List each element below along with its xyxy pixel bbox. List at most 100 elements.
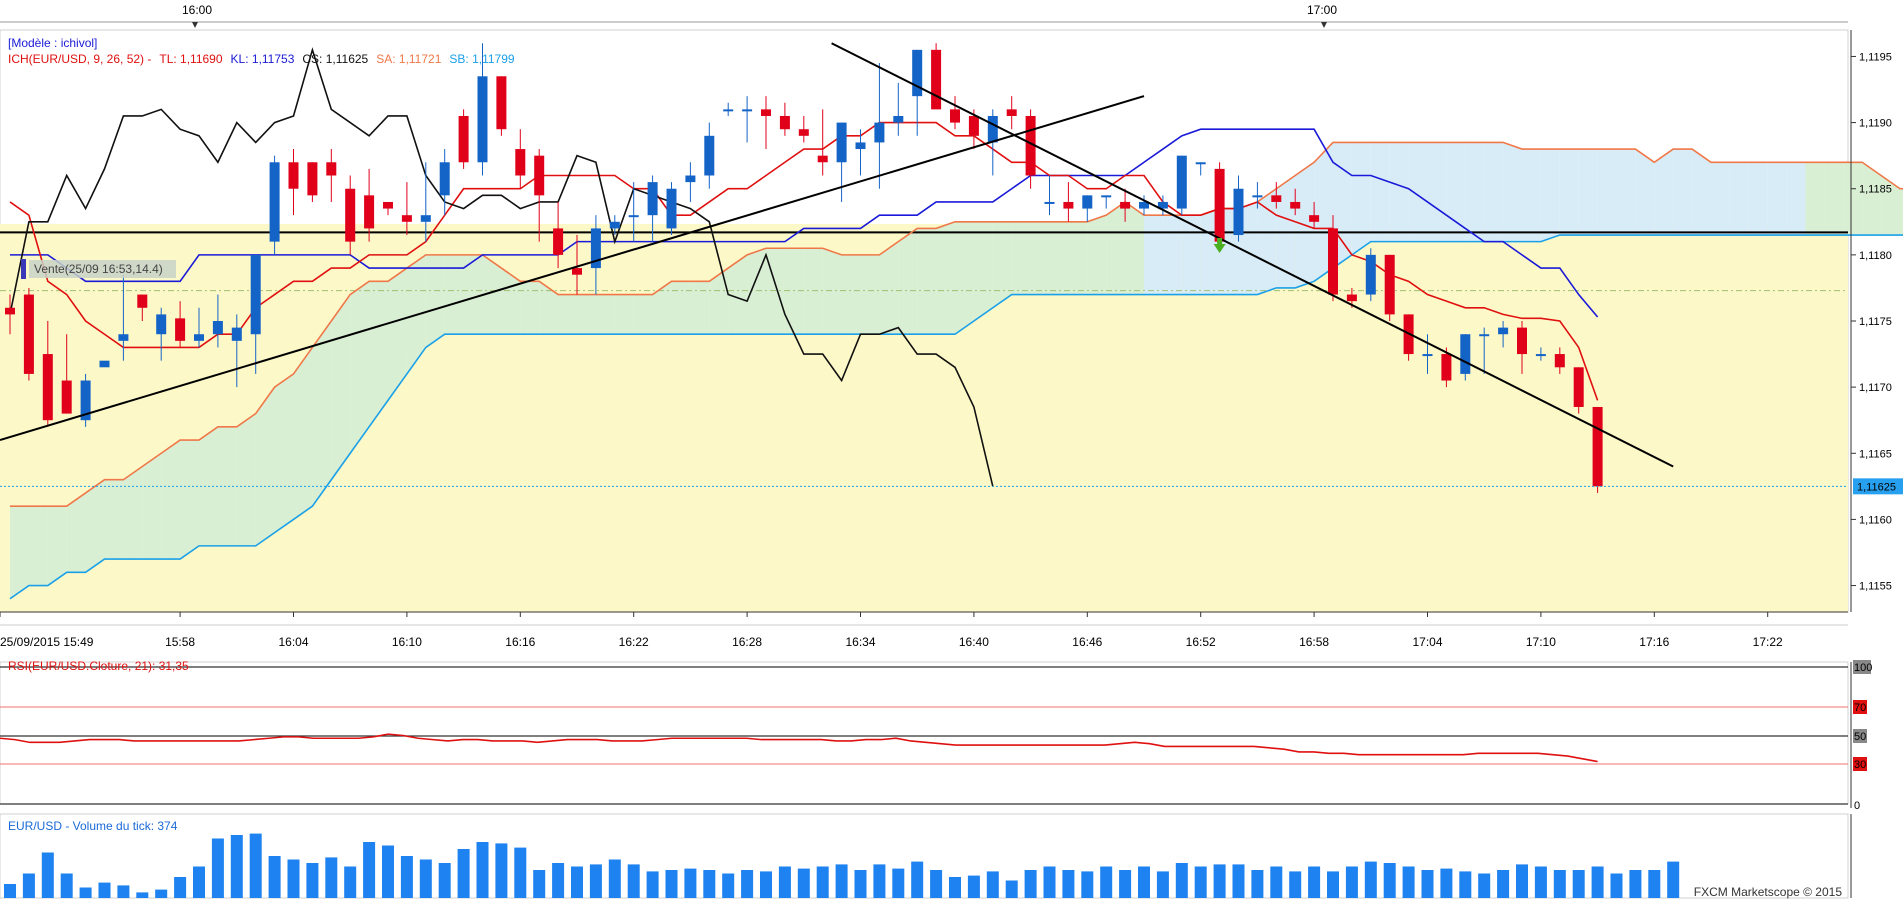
time-tick-label: 17:16 bbox=[1639, 635, 1669, 649]
time-tick-label: 17:22 bbox=[1753, 635, 1783, 649]
candle-bull bbox=[1157, 201, 1168, 209]
cloud-segment bbox=[671, 281, 691, 335]
cloud-segment bbox=[1673, 149, 1693, 236]
volume-bar bbox=[1629, 870, 1642, 898]
volume-bar bbox=[608, 859, 621, 898]
candle-bear bbox=[1346, 294, 1357, 302]
candle-bear bbox=[779, 115, 790, 130]
candle-bull bbox=[156, 314, 167, 335]
candle-bear bbox=[1214, 168, 1225, 242]
cloud-segment bbox=[274, 373, 294, 533]
time-tick-label: 16:16 bbox=[505, 635, 535, 649]
cloud-segment bbox=[1162, 215, 1182, 295]
volume-bar bbox=[363, 842, 376, 898]
candle-bull bbox=[1252, 195, 1263, 198]
candle-bear bbox=[345, 188, 356, 242]
cloud-segment bbox=[1522, 149, 1541, 242]
candle-bear bbox=[1025, 115, 1036, 176]
cloud-segment bbox=[1843, 162, 1863, 236]
cloud-segment bbox=[104, 479, 124, 560]
cloud-segment bbox=[595, 294, 615, 335]
volume-bar bbox=[438, 863, 451, 898]
price-tick-label: 1,1160 bbox=[1859, 514, 1892, 526]
cloud-segment bbox=[1540, 149, 1560, 242]
cloud-segment bbox=[747, 248, 766, 335]
volume-bar bbox=[1591, 866, 1604, 898]
volume-bar bbox=[1194, 866, 1207, 898]
volume-bar bbox=[457, 849, 470, 898]
volume-bar bbox=[533, 870, 546, 898]
volume-bar bbox=[1213, 864, 1226, 898]
volume-bar bbox=[703, 870, 716, 898]
trendline[interactable] bbox=[831, 42, 1674, 468]
candle-bull bbox=[1233, 188, 1244, 236]
model-label: [Modèle : ichivol] bbox=[8, 36, 97, 50]
cloud-segment bbox=[614, 294, 634, 335]
volume-bar bbox=[1516, 864, 1528, 898]
volume-bar bbox=[646, 871, 659, 898]
candle-bear bbox=[458, 115, 469, 163]
candle-bull bbox=[1044, 201, 1055, 204]
cloud-segment bbox=[1257, 188, 1277, 295]
volume-bar bbox=[1421, 870, 1434, 898]
cloud-segment bbox=[520, 281, 540, 335]
sell-marker[interactable]: Vente(25/09 16:53,14.4) bbox=[21, 259, 176, 279]
volume-bar bbox=[1478, 873, 1491, 898]
cloud-segment bbox=[1030, 221, 1050, 295]
cloud-segment bbox=[180, 440, 199, 560]
volume-bar bbox=[1119, 870, 1132, 898]
legend-item: TL: 1,11690 bbox=[159, 52, 222, 66]
cloud-segment bbox=[728, 254, 748, 335]
trendlines[interactable] bbox=[0, 42, 1674, 468]
volume-bar bbox=[419, 859, 432, 898]
volume-bar bbox=[911, 861, 924, 898]
cloud-segment bbox=[1465, 142, 1485, 242]
cloud-segment bbox=[1862, 162, 1882, 236]
cloud-segment bbox=[860, 254, 880, 335]
arrow-down-icon bbox=[1213, 244, 1226, 253]
cloud-segment bbox=[1748, 162, 1768, 236]
volume-bar bbox=[1459, 871, 1472, 898]
volume-bar bbox=[1402, 866, 1415, 898]
cloud-segment bbox=[10, 506, 29, 599]
trendline[interactable] bbox=[0, 95, 1145, 442]
rsi-polyline bbox=[0, 733, 1598, 763]
cloud-segment bbox=[1824, 162, 1844, 236]
candle-bull bbox=[912, 49, 923, 97]
volume-bar bbox=[136, 892, 149, 898]
cloud-segment bbox=[936, 221, 955, 335]
time-tick-label: 16:10 bbox=[392, 635, 422, 649]
time-tick-label: 16:04 bbox=[278, 635, 308, 649]
candle-bear bbox=[1063, 201, 1074, 209]
cloud-segment bbox=[1692, 149, 1711, 236]
cloud-segment bbox=[1900, 188, 1903, 236]
cloud-segment bbox=[1446, 142, 1466, 242]
cloud-segment bbox=[1654, 149, 1674, 236]
candle-bull bbox=[439, 162, 450, 196]
cloud-segment bbox=[917, 228, 937, 335]
cloud-segment bbox=[369, 281, 388, 427]
volume-bar bbox=[797, 868, 810, 898]
candle-bull bbox=[647, 182, 658, 216]
volume-bar bbox=[571, 866, 583, 898]
cloud-segment bbox=[1427, 142, 1447, 242]
candle-bear bbox=[1517, 327, 1527, 355]
cloud-segment bbox=[142, 453, 162, 560]
legend-item: CS: 1,11625 bbox=[302, 52, 368, 66]
volume-bar bbox=[79, 887, 92, 898]
volume-bar bbox=[665, 870, 678, 898]
volume-bar bbox=[722, 873, 735, 898]
volume-bar bbox=[627, 864, 640, 898]
candle-bull bbox=[1498, 327, 1509, 335]
candle-bull bbox=[666, 188, 677, 229]
candle-bull bbox=[1176, 155, 1187, 209]
candle-bear bbox=[950, 109, 960, 123]
cloud-segment bbox=[123, 466, 143, 560]
candle-bear bbox=[1328, 228, 1338, 295]
candle-bear bbox=[288, 162, 299, 189]
volume-bar bbox=[967, 875, 980, 898]
volume-bar bbox=[325, 857, 338, 898]
volume-bar bbox=[1232, 864, 1245, 898]
top-time-marker-1700-icon bbox=[1321, 22, 1327, 28]
